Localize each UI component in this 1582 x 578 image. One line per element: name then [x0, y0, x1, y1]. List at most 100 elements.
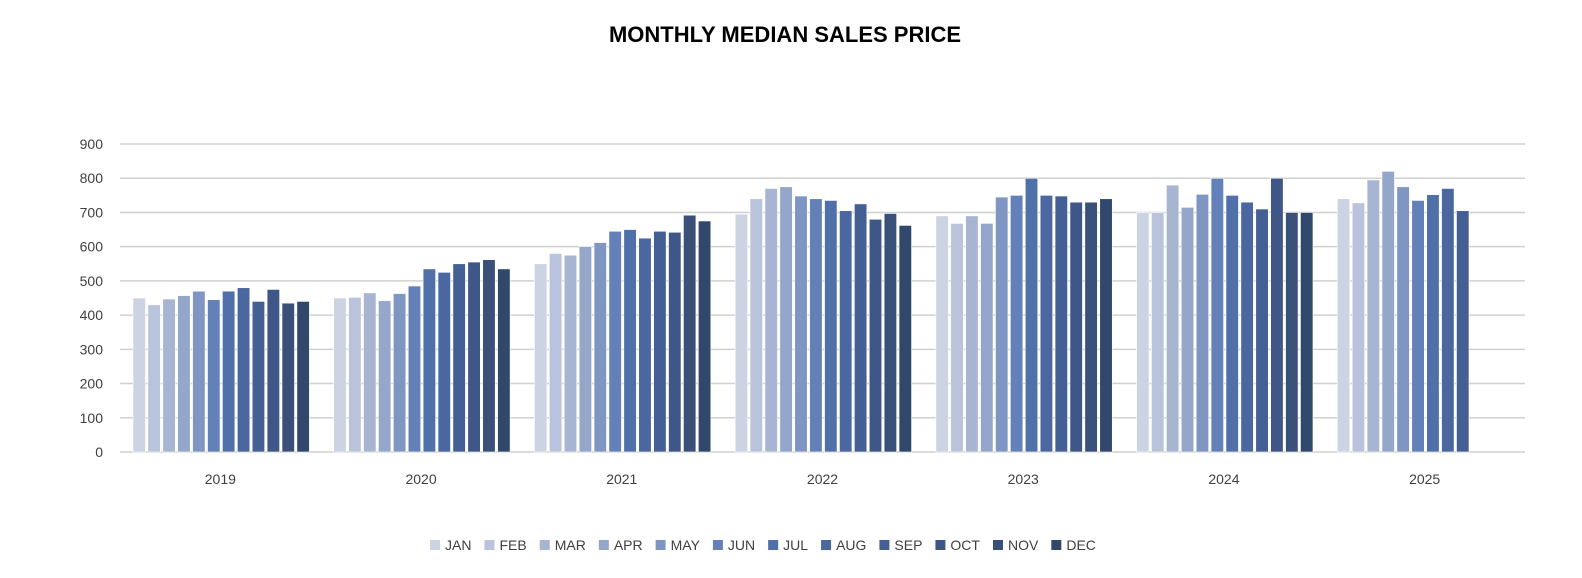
- bar-2024-mar: [1166, 184, 1180, 453]
- legend-label: JUL: [783, 537, 808, 553]
- bar-2020-jan: [333, 297, 347, 453]
- legend-label: AUG: [836, 537, 866, 553]
- legend-item-oct: OCT: [935, 537, 980, 553]
- bar-2020-nov: [482, 259, 496, 453]
- bar-2022-jul: [824, 200, 838, 453]
- bar-2020-aug: [437, 272, 451, 453]
- x-tick-label: 2024: [1208, 471, 1239, 487]
- bar-2023-jun: [1010, 195, 1024, 453]
- bar-2019-sep: [251, 301, 265, 453]
- y-tick-label: 0: [95, 444, 103, 460]
- bar-2021-aug: [638, 237, 652, 453]
- legend-label: JUN: [728, 537, 755, 553]
- y-tick-label: 900: [80, 136, 104, 152]
- legend-item-sep: SEP: [879, 537, 922, 553]
- y-tick-label: 100: [80, 410, 104, 426]
- bar-2021-may: [593, 242, 607, 453]
- bar-2025-apr: [1381, 171, 1395, 453]
- bar-2020-jun: [407, 285, 422, 453]
- bar-2022-apr: [779, 186, 793, 453]
- bar-2023-sep: [1054, 195, 1068, 453]
- bar-2022-sep: [854, 203, 868, 453]
- bar-2021-dec: [698, 220, 712, 453]
- bar-2024-may: [1195, 194, 1209, 453]
- bar-2020-apr: [378, 300, 392, 453]
- bar-2023-feb: [950, 223, 964, 453]
- legend-swatch: [935, 540, 946, 550]
- legend-item-jul: JUL: [768, 537, 808, 553]
- bar-2021-jun: [608, 230, 622, 453]
- bar-2019-apr: [177, 295, 191, 453]
- legend-label: OCT: [950, 537, 980, 553]
- bar-2024-sep: [1255, 208, 1269, 453]
- bar-2020-oct: [467, 261, 481, 453]
- bar-2022-oct: [868, 218, 883, 453]
- bar-2022-aug: [839, 210, 853, 453]
- bar-2025-mar: [1366, 179, 1380, 453]
- legend-swatch: [655, 540, 666, 550]
- bar-2024-jun: [1210, 177, 1224, 453]
- x-tick-label: 2021: [606, 471, 637, 487]
- legend-swatch: [992, 540, 1003, 550]
- x-tick-label: 2022: [807, 471, 838, 487]
- y-tick-label: 400: [80, 307, 104, 323]
- y-tick-label: 800: [80, 170, 104, 186]
- bar-2022-nov: [883, 213, 897, 453]
- bar-2021-jul: [623, 229, 637, 453]
- bar-2022-mar: [764, 188, 778, 453]
- legend-label: MAY: [671, 537, 701, 553]
- legend-item-jun: JUN: [712, 537, 755, 553]
- legend-swatch: [879, 540, 890, 550]
- x-tick-label: 2023: [1008, 471, 1039, 487]
- bar-2024-dec: [1300, 212, 1314, 453]
- bar-2023-mar: [965, 215, 979, 453]
- legend-swatch: [430, 540, 440, 550]
- bar-2023-aug: [1039, 195, 1053, 453]
- bar-2023-jul: [1024, 177, 1039, 453]
- legend-label: MAR: [555, 537, 586, 553]
- x-tick-label: 2019: [205, 471, 236, 487]
- bar-2022-feb: [749, 198, 763, 453]
- bar-2019-mar: [162, 298, 176, 453]
- legend-label: DEC: [1066, 537, 1096, 553]
- bar-2020-jul: [422, 268, 436, 453]
- bar-2020-dec: [497, 268, 511, 453]
- bar-2025-jan: [1336, 198, 1351, 453]
- bar-2024-aug: [1240, 201, 1254, 453]
- legend-item-aug: AUG: [821, 537, 866, 553]
- legend-swatch: [484, 540, 495, 550]
- bar-2020-feb: [348, 297, 362, 453]
- legend-item-jan: JAN: [430, 537, 471, 553]
- y-tick-label: 300: [80, 341, 104, 357]
- chart-title: MONTHLY MEDIAN SALES PRICE: [609, 22, 961, 47]
- legend-item-mar: MAR: [539, 537, 586, 553]
- bar-2025-sep: [1456, 210, 1470, 453]
- bar-2023-apr: [980, 223, 994, 453]
- bar-2022-jun: [809, 198, 823, 453]
- bar-2021-apr: [578, 246, 592, 453]
- bar-2022-jan: [734, 213, 748, 453]
- bar-2021-nov: [683, 214, 697, 453]
- bar-2019-oct: [266, 289, 280, 453]
- bar-2024-oct: [1270, 177, 1284, 453]
- x-tick-label: 2020: [405, 471, 436, 487]
- bar-2025-jul: [1426, 194, 1440, 453]
- y-tick-label: 700: [80, 204, 104, 220]
- legend-swatch: [768, 540, 779, 550]
- bar-2025-may: [1396, 186, 1410, 453]
- bar-2020-mar: [363, 292, 377, 453]
- bar-2024-jan: [1136, 212, 1150, 453]
- y-tick-label: 600: [80, 239, 104, 255]
- x-tick-label: 2025: [1409, 471, 1440, 487]
- bar-2024-feb: [1151, 212, 1165, 453]
- bar-2023-oct: [1069, 201, 1083, 453]
- bar-2019-jun: [207, 299, 221, 453]
- bar-2022-dec: [898, 225, 912, 453]
- legend-item-apr: APR: [598, 537, 643, 553]
- legend-label: SEP: [894, 537, 922, 553]
- bar-2019-feb: [147, 304, 161, 453]
- bar-2020-may: [393, 293, 407, 453]
- bar-2025-feb: [1351, 202, 1365, 453]
- bar-2021-mar: [563, 254, 578, 453]
- bar-2023-may: [995, 196, 1009, 453]
